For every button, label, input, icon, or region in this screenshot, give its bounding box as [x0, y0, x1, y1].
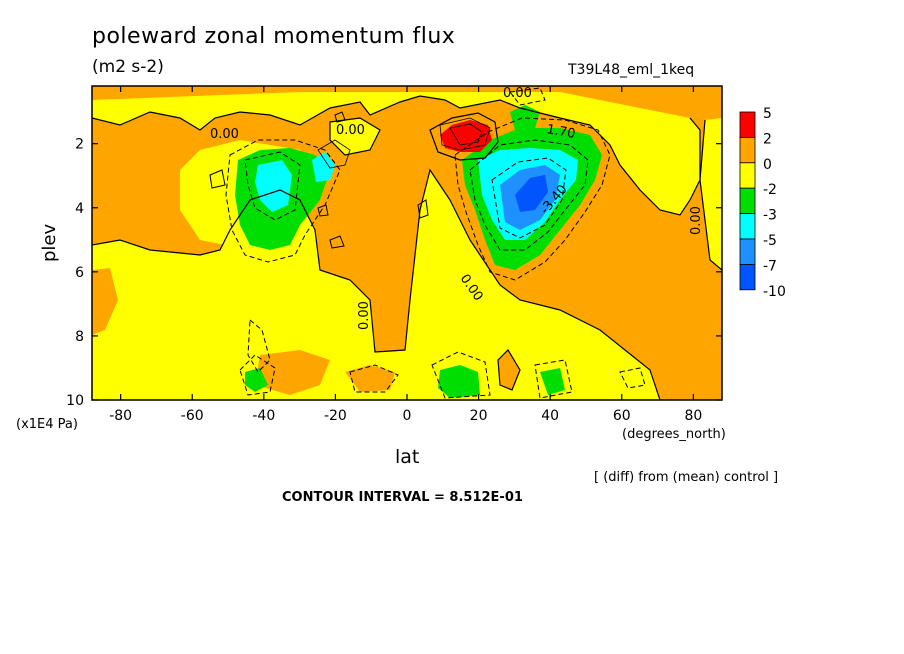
x-tick-label: -80 [109, 408, 132, 424]
x-axis-label: lat [395, 446, 419, 468]
yellow-patch-center [330, 118, 380, 155]
colorbar-label: 2 [763, 131, 772, 147]
orange-patch-low-2 [345, 365, 395, 392]
contour-interval: CONTOUR INTERVAL = 8.512E-01 [282, 490, 523, 505]
y-tick-label: 8 [75, 329, 84, 345]
contour-lines-solid [92, 95, 722, 400]
colorbar-label: -10 [763, 284, 786, 300]
colorbar-swatch [739, 162, 756, 189]
x-axis-unit: (degrees_north) [622, 427, 726, 442]
x-tick-label: 40 [541, 408, 559, 424]
x-tick-label: -60 [181, 408, 204, 424]
contour-label: 0.00 [357, 301, 372, 330]
colorbar-label: 0 [763, 157, 772, 173]
cyan-patch-sh-2 [312, 152, 335, 182]
green-patch-low-left [245, 368, 268, 392]
chart-title: poleward zonal momentum flux [92, 24, 456, 49]
colorbar-label: -7 [763, 258, 777, 274]
run-label: T39L48_eml_1keq [568, 62, 695, 78]
colorbar-swatch [739, 187, 756, 214]
y-axis-unit: (x1E4 Pa) [16, 417, 78, 432]
contour-lines-dashed [225, 87, 646, 399]
contour-label: 1.70 [545, 122, 576, 142]
contour-label: 0.00 [210, 127, 239, 142]
orange-patch-low-1 [255, 350, 330, 395]
colorbar-label: 5 [763, 106, 772, 122]
x-tick-label: -20 [324, 408, 347, 424]
x-tick-label: 80 [684, 408, 702, 424]
y-axis-label: plev [39, 223, 60, 262]
x-tick-label: 20 [470, 408, 488, 424]
y-axis: 2 4 6 8 10 [66, 137, 722, 409]
yellow-band-upper [92, 92, 700, 215]
green-patch-low-right [540, 368, 565, 395]
contour-lines-thin [317, 117, 491, 169]
diff-note: [ (diff) from (mean) control ] [594, 470, 779, 485]
small-contour-loops [209, 111, 429, 249]
y-tick-label: 10 [66, 393, 84, 409]
yellow-region-lower-left [92, 250, 365, 400]
x-tick-label: 60 [613, 408, 631, 424]
colorbar-swatch [739, 213, 756, 240]
red-region [440, 120, 492, 152]
chart-units: (m2 s-2) [92, 57, 164, 77]
y-tick-label: 2 [75, 137, 84, 153]
cyan-region-sh [255, 160, 292, 212]
x-tick-label: -40 [252, 408, 275, 424]
deep-blue-region-nh [515, 175, 548, 212]
contour-field: 0.00 0.00 0.00 0.00 0.00 0.00 1.70 -3.40 [92, 86, 722, 400]
x-axis: -80 -60 -40 -20 0 20 40 60 80 [109, 86, 702, 424]
colorbar-swatch [739, 263, 756, 291]
colorbar-swatch [739, 136, 756, 164]
colorbar-label: -3 [763, 208, 777, 224]
colorbar-label: -5 [763, 233, 777, 249]
colorbar: 5 2 0 -2 -3 -5 -7 -10 [739, 106, 786, 300]
y-tick-label: 6 [75, 265, 84, 281]
colorbar-swatch [739, 238, 756, 265]
x-tick-label: 0 [403, 408, 412, 424]
orange-patch-left-edge [92, 268, 118, 335]
contour-label: 0.00 [689, 206, 704, 235]
colorbar-swatch [739, 111, 756, 138]
green-patch-low-mid [438, 365, 480, 398]
contour-label: 0.00 [503, 86, 532, 101]
y-tick-label: 4 [75, 201, 84, 217]
contour-label: 0.00 [336, 123, 365, 138]
colorbar-label: -2 [763, 182, 777, 198]
orange-patch-low-3 [498, 350, 520, 390]
